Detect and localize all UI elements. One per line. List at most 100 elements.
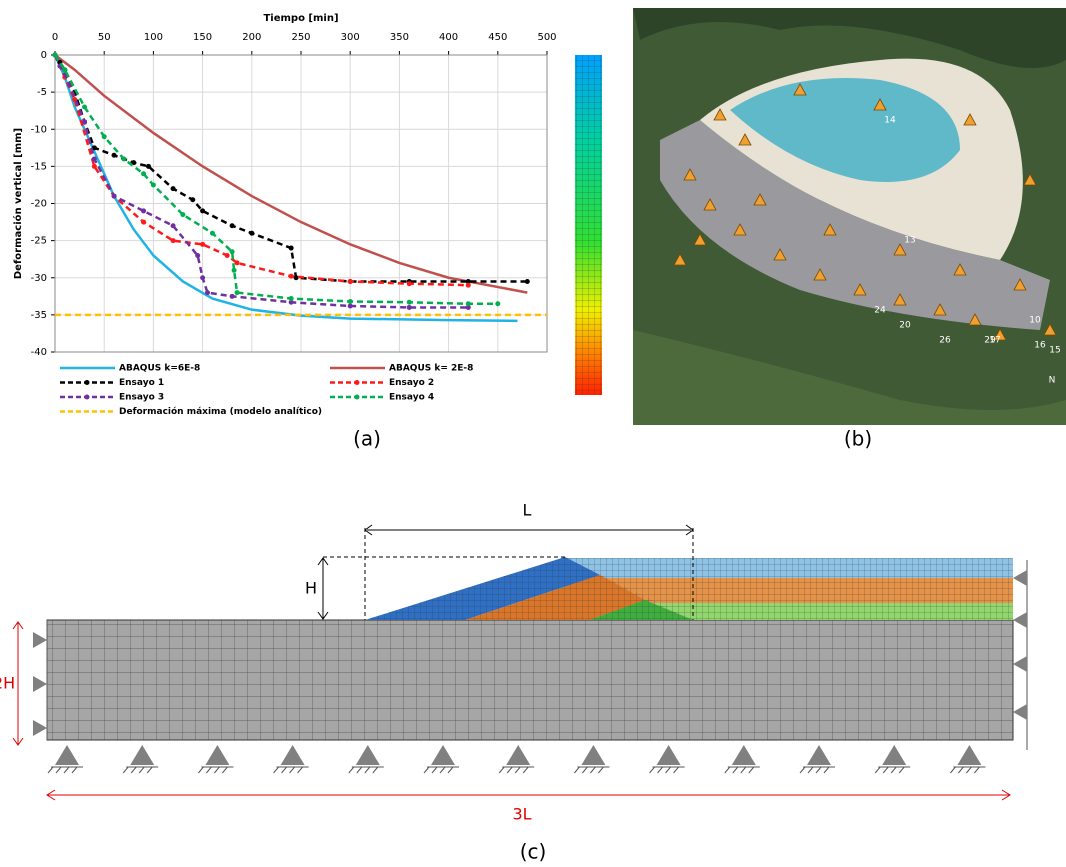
data-point bbox=[466, 283, 471, 288]
data-point bbox=[249, 231, 254, 236]
data-point bbox=[146, 164, 151, 169]
data-point bbox=[407, 305, 412, 310]
roller-support bbox=[1013, 656, 1027, 672]
y-axis-title: Deformación vertical [mm] bbox=[12, 128, 24, 279]
x-tick-label: 350 bbox=[390, 32, 409, 43]
map-label: 15 bbox=[1049, 346, 1060, 356]
pin-support bbox=[581, 745, 605, 765]
data-point bbox=[525, 279, 530, 284]
x-tick-label: 250 bbox=[291, 32, 310, 43]
legend-label: Deformación máxima (modelo analítico) bbox=[119, 406, 322, 417]
map-label: 14 bbox=[884, 116, 896, 126]
data-point bbox=[294, 275, 299, 280]
pin-support bbox=[882, 745, 906, 765]
data-point bbox=[112, 194, 117, 199]
dimension-label: 3L bbox=[512, 805, 531, 824]
support-hatch bbox=[274, 767, 309, 773]
y-tick-label: -10 bbox=[31, 124, 47, 135]
data-point bbox=[407, 300, 412, 305]
data-point bbox=[151, 182, 156, 187]
support-hatch bbox=[800, 767, 835, 773]
pin-support bbox=[506, 745, 530, 765]
data-point bbox=[232, 268, 237, 273]
map-label: 24 bbox=[874, 306, 886, 316]
roller-support bbox=[33, 720, 47, 736]
data-point bbox=[82, 119, 87, 124]
support-hatch bbox=[650, 767, 685, 773]
legend-marker bbox=[85, 395, 90, 400]
data-point bbox=[289, 274, 294, 279]
support-hatch bbox=[123, 767, 158, 773]
data-point bbox=[225, 253, 230, 258]
legend-label: Ensayo 3 bbox=[119, 393, 164, 403]
data-point bbox=[235, 290, 240, 295]
data-point bbox=[53, 53, 58, 58]
data-point bbox=[230, 249, 235, 254]
data-point bbox=[466, 301, 471, 306]
data-point bbox=[62, 67, 67, 72]
support-hatch bbox=[349, 767, 384, 773]
pin-support bbox=[356, 745, 380, 765]
pin-support bbox=[807, 745, 831, 765]
fem-diagram bbox=[13, 525, 1027, 800]
x-tick-label: 400 bbox=[439, 32, 458, 43]
dimension-label: 2H bbox=[0, 674, 15, 693]
data-point bbox=[190, 197, 195, 202]
pin-support bbox=[431, 745, 455, 765]
support-hatch bbox=[574, 767, 609, 773]
roller-support bbox=[1013, 570, 1027, 586]
x-axis-title: Tiempo [min] bbox=[263, 13, 338, 24]
y-tick-label: -25 bbox=[31, 236, 47, 247]
legend-marker bbox=[355, 395, 360, 400]
x-tick-label: 300 bbox=[341, 32, 360, 43]
data-point bbox=[205, 290, 210, 295]
data-point bbox=[348, 299, 353, 304]
pin-support bbox=[657, 745, 681, 765]
legend-label: ABAQUS k= 2E-8 bbox=[389, 364, 473, 374]
pin-support bbox=[130, 745, 154, 765]
x-tick-label: 450 bbox=[488, 32, 507, 43]
panel-label: (b) bbox=[844, 427, 872, 451]
map-label: 26 bbox=[939, 336, 951, 346]
data-point bbox=[82, 104, 87, 109]
data-point bbox=[171, 186, 176, 191]
dimension-label: H bbox=[305, 579, 317, 598]
data-point bbox=[141, 208, 146, 213]
support-hatch bbox=[198, 767, 233, 773]
chart: 0501001502002503003504004505000-5-10-15-… bbox=[12, 13, 557, 417]
data-point bbox=[141, 220, 146, 225]
satellite-map bbox=[633, 8, 1066, 425]
data-point bbox=[200, 208, 205, 213]
data-point bbox=[102, 134, 107, 139]
data-point bbox=[200, 242, 205, 247]
x-tick-label: 50 bbox=[98, 32, 111, 43]
support-hatch bbox=[48, 767, 83, 773]
data-point bbox=[92, 156, 97, 161]
data-point bbox=[230, 223, 235, 228]
data-point bbox=[289, 296, 294, 301]
y-tick-label: -5 bbox=[37, 87, 47, 98]
figure: 0501001502002503003504004505000-5-10-15-… bbox=[0, 0, 1066, 867]
x-tick-label: 500 bbox=[537, 32, 556, 43]
legend-label: Ensayo 2 bbox=[389, 378, 434, 388]
map-label: N bbox=[1049, 376, 1056, 386]
data-point bbox=[495, 301, 500, 306]
support-hatch bbox=[875, 767, 910, 773]
roller-support bbox=[33, 676, 47, 692]
pin-support bbox=[281, 745, 305, 765]
x-tick-label: 0 bbox=[52, 32, 58, 43]
map-label: 13 bbox=[904, 236, 915, 246]
data-point bbox=[171, 223, 176, 228]
pin-support bbox=[205, 745, 229, 765]
pin-support bbox=[55, 745, 79, 765]
data-point bbox=[92, 164, 97, 169]
data-point bbox=[230, 294, 235, 299]
x-tick-label: 100 bbox=[144, 32, 163, 43]
data-point bbox=[171, 238, 176, 243]
map-label: 20 bbox=[899, 321, 911, 331]
dimension-label: L bbox=[523, 501, 532, 520]
panel-label: (c) bbox=[520, 840, 547, 864]
data-point bbox=[289, 246, 294, 251]
data-point bbox=[348, 279, 353, 284]
y-tick-label: -20 bbox=[31, 199, 47, 210]
